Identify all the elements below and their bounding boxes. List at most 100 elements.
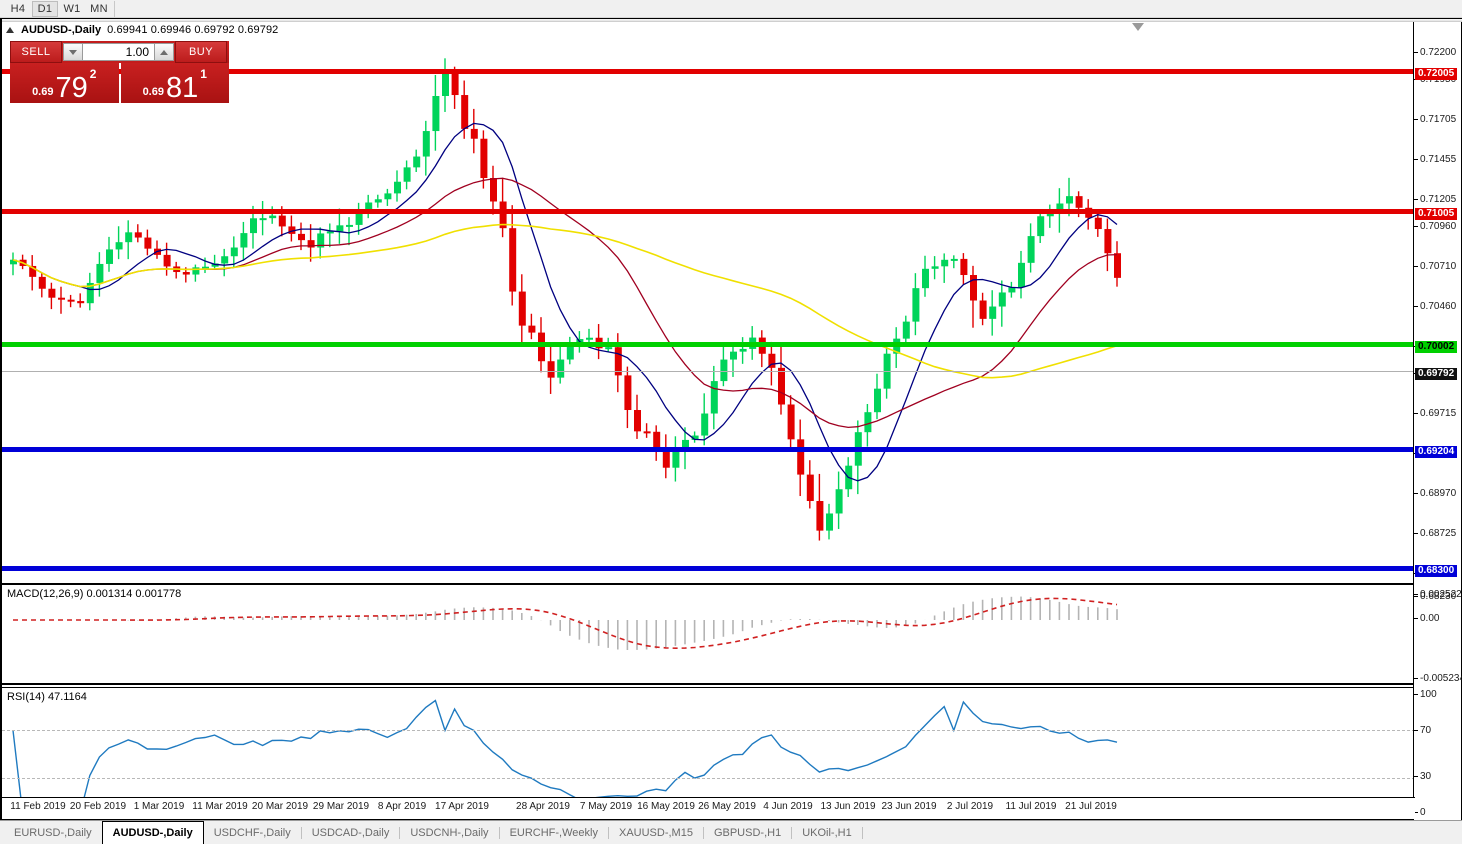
symbol-tab-usdcnh[interactable]: USDCNH-,Daily — [410, 826, 489, 839]
symbol-tab-xauusd[interactable]: XAUUSD-,M15 — [618, 826, 693, 839]
ask-quote[interactable]: 0.69 81 1 — [120, 63, 229, 103]
rsi-tick: 100 — [1414, 689, 1437, 700]
macd-tick: 0.002522 — [1414, 589, 1462, 600]
rsi-level-line-70 — [2, 730, 1415, 732]
time-tick: 26 May 2019 — [698, 801, 756, 812]
time-tick: 11 Mar 2019 — [192, 801, 248, 812]
tab-divider — [399, 826, 401, 839]
price-tick: 0.71205 — [1414, 194, 1456, 205]
ohlc-values: 0.69941 0.69946 0.69792 0.69792 — [107, 23, 279, 36]
time-tick: 20 Feb 2019 — [69, 801, 127, 812]
time-tick: 28 Apr 2019 — [516, 801, 570, 812]
macd-tick: 0.00 — [1414, 613, 1439, 624]
time-tick: 21 Jul 2019 — [1065, 801, 1117, 812]
volume-stepper: 1.00 — [62, 41, 175, 63]
sell-button[interactable]: SELL — [10, 41, 62, 63]
symbol-tab-ukoil[interactable]: UKOil-,H1 — [802, 826, 852, 839]
time-axis: 11 Feb 2019 20 Feb 2019 1 Mar 2019 11 Mar 2… — [2, 797, 1415, 819]
volume-decrement-button[interactable] — [63, 43, 83, 61]
order-controls-row: SELL 1.00 BUY — [10, 41, 229, 63]
level-line-red[interactable] — [2, 69, 1415, 74]
price-tick: 0.71705 — [1414, 114, 1456, 125]
price-tick: 0.71455 — [1414, 154, 1456, 165]
time-tick: 11 Feb 2019 — [10, 801, 66, 812]
ask-price-fraction: 1 — [200, 67, 207, 81]
price-axis[interactable]: 0.722000.719500.717050.714550.712050.709… — [1413, 22, 1462, 820]
timeframe-toolbar: H4 D1 W1 MN — [0, 0, 1462, 18]
macd-tick: -0.005234 — [1414, 673, 1462, 684]
symbol-tab-usdcad[interactable]: USDCAD-,Daily — [311, 826, 390, 839]
timeframe-button-mn[interactable]: MN — [90, 3, 108, 15]
level-line-blue[interactable] — [2, 447, 1415, 452]
price-tick: 0.70460 — [1414, 301, 1456, 312]
macd-pane[interactable]: MACD(12,26,9) 0.001314 0.001778 — [2, 583, 1415, 685]
toolbar-divider — [114, 1, 115, 17]
symbol-tab-usdchf[interactable]: USDCHF-,Daily — [213, 826, 291, 839]
time-tick: 29 Mar 2019 — [312, 801, 370, 812]
timeframe-button-d1[interactable]: D1 — [32, 1, 58, 17]
time-tick: 8 Apr 2019 — [377, 801, 427, 812]
time-tick: 7 May 2019 — [579, 801, 633, 812]
tab-divider — [607, 826, 609, 839]
chart-position-marker-icon — [1132, 23, 1144, 31]
volume-input[interactable]: 1.00 — [83, 43, 154, 61]
price-level-label-green[interactable]: 0.70002 — [1415, 341, 1458, 353]
price-level-label-blue[interactable]: 0.69204 — [1415, 446, 1458, 458]
symbol-tab-eurchf[interactable]: EURCHF-,Weekly — [509, 826, 598, 839]
tab-divider — [498, 826, 500, 839]
time-tick: 11 Jul 2019 — [1005, 801, 1057, 812]
price-tick: 0.72200 — [1414, 47, 1456, 58]
price-level-label-red[interactable]: 0.72005 — [1415, 68, 1458, 80]
bid-price-prefix: 0.69 — [32, 86, 54, 98]
chevron-down-icon — [69, 49, 77, 55]
rsi-pane[interactable]: RSI(14) 47.1164 — [2, 687, 1415, 815]
price-pane[interactable] — [2, 35, 1415, 581]
tab-divider — [300, 826, 302, 839]
macd-label: MACD(12,26,9) 0.001314 0.001778 — [7, 588, 182, 600]
time-tick: 17 Apr 2019 — [435, 801, 489, 812]
collapse-triangle-icon[interactable] — [6, 26, 14, 33]
time-tick: 1 Mar 2019 — [133, 801, 185, 812]
time-tick: 2 Jul 2019 — [946, 801, 994, 812]
rsi-tick: 70 — [1414, 725, 1431, 736]
level-line-green[interactable] — [2, 342, 1415, 347]
symbol-tab-eurusd[interactable]: EURUSD-,Daily — [14, 826, 92, 839]
price-tick: 0.69715 — [1414, 408, 1456, 419]
level-line-red[interactable] — [2, 209, 1415, 214]
price-tick: 0.68230 — [1414, 591, 1456, 602]
level-line-blue[interactable] — [2, 566, 1415, 571]
symbol-tab-gbpusd[interactable]: GBPUSD-,H1 — [713, 826, 782, 839]
tab-divider — [861, 826, 863, 839]
price-level-label-red[interactable]: 0.71005 — [1415, 208, 1458, 220]
price-level-label-black[interactable]: 0.69792 — [1415, 368, 1458, 380]
volume-increment-button[interactable] — [154, 43, 174, 61]
bid-price-main: 79 — [55, 72, 88, 103]
chart-scroll-strip[interactable] — [2, 19, 1462, 22]
timeframe-button-w1[interactable]: W1 — [63, 3, 81, 15]
level-line-gray[interactable] — [2, 371, 1415, 372]
time-tick: 23 Jun 2019 — [881, 801, 937, 812]
rsi-level-line-30 — [2, 777, 1415, 779]
symbol-header: AUDUSD-,Daily 0.69941 0.69946 0.69792 0.… — [6, 23, 278, 36]
symbol-tab-audusd[interactable]: AUDUSD-,Daily — [101, 821, 204, 844]
tab-divider — [791, 826, 793, 839]
ask-price-prefix: 0.69 — [142, 86, 164, 98]
rsi-tick: 0 — [1414, 807, 1426, 818]
symbol-name: AUDUSD-,Daily — [21, 23, 102, 36]
price-tick: 0.70960 — [1414, 221, 1456, 232]
bid-price-fraction: 2 — [89, 67, 97, 81]
time-tick: 4 Jun 2019 — [763, 801, 813, 812]
macd-series — [13, 596, 1118, 650]
bid-quote[interactable]: 0.69 79 2 — [10, 63, 119, 103]
time-tick: 20 Mar 2019 — [251, 801, 309, 812]
rsi-series — [12, 699, 1118, 814]
candlestick-series — [10, 58, 1121, 541]
buy-button[interactable]: BUY — [175, 41, 227, 63]
quote-row: 0.69 79 2 0.69 81 1 — [10, 63, 229, 103]
timeframe-button-h4[interactable]: H4 — [10, 3, 26, 15]
time-tick: 13 Jun 2019 — [820, 801, 876, 812]
price-level-label-blue[interactable]: 0.68300 — [1415, 565, 1458, 577]
ask-price-main: 81 — [165, 72, 199, 103]
rsi-label: RSI(14) 47.1164 — [7, 691, 87, 703]
